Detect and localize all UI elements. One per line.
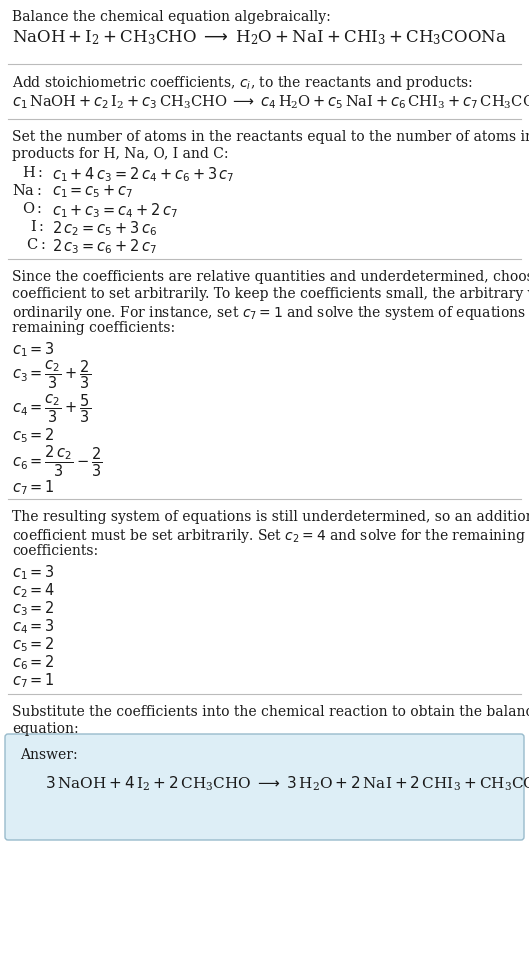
Text: $c_1 + c_3 = c_4 + 2\,c_7$: $c_1 + c_3 = c_4 + 2\,c_7$: [52, 201, 178, 219]
Text: The resulting system of equations is still underdetermined, so an additional: The resulting system of equations is sti…: [12, 510, 529, 523]
Text: $c_1 = 3$: $c_1 = 3$: [12, 562, 55, 581]
Text: $c_1 = c_5 + c_7$: $c_1 = c_5 + c_7$: [52, 183, 134, 199]
Text: $2\,c_3 = c_6 + 2\,c_7$: $2\,c_3 = c_6 + 2\,c_7$: [52, 236, 157, 255]
Text: $\mathregular{NaOH} + \mathregular{I_2} + \mathregular{CH_3CHO}\;\longrightarrow: $\mathregular{NaOH} + \mathregular{I_2} …: [12, 28, 507, 47]
Text: coefficients:: coefficients:: [12, 543, 98, 558]
Text: $\mathregular{H:}\;\;$: $\mathregular{H:}\;\;$: [22, 165, 43, 180]
Text: $c_5 = 2$: $c_5 = 2$: [12, 635, 55, 653]
Text: $c_6 = 2$: $c_6 = 2$: [12, 652, 55, 671]
Text: Set the number of atoms in the reactants equal to the number of atoms in the: Set the number of atoms in the reactants…: [12, 130, 529, 144]
Text: $c_5 = 2$: $c_5 = 2$: [12, 426, 55, 444]
Text: Since the coefficients are relative quantities and underdetermined, choose a: Since the coefficients are relative quan…: [12, 270, 529, 284]
Text: Balance the chemical equation algebraically:: Balance the chemical equation algebraica…: [12, 10, 331, 24]
Text: $c_6 = \dfrac{2\,c_2}{3} - \dfrac{2}{3}$: $c_6 = \dfrac{2\,c_2}{3} - \dfrac{2}{3}$: [12, 443, 103, 478]
Text: $c_1\,\mathregular{NaOH} + c_2\,\mathregular{I_2} + c_3\,\mathregular{CH_3CHO} \: $c_1\,\mathregular{NaOH} + c_2\,\mathreg…: [12, 92, 529, 111]
Text: $2\,c_2 = c_5 + 3\,c_6$: $2\,c_2 = c_5 + 3\,c_6$: [52, 219, 157, 237]
Text: $\mathregular{I:}\;\;\;$: $\mathregular{I:}\;\;\;$: [30, 219, 44, 233]
Text: ordinarily one. For instance, set $c_7 = 1$ and solve the system of equations fo: ordinarily one. For instance, set $c_7 =…: [12, 304, 529, 322]
Text: $c_3 = 2$: $c_3 = 2$: [12, 598, 55, 617]
Text: $c_4 = \dfrac{c_2}{3} + \dfrac{5}{3}$: $c_4 = \dfrac{c_2}{3} + \dfrac{5}{3}$: [12, 392, 91, 424]
Text: Answer:: Answer:: [20, 747, 78, 761]
Text: coefficient must be set arbitrarily. Set $c_2 = 4$ and solve for the remaining: coefficient must be set arbitrarily. Set…: [12, 526, 526, 544]
Text: $c_1 + 4\,c_3 = 2\,c_4 + c_6 + 3\,c_7$: $c_1 + 4\,c_3 = 2\,c_4 + c_6 + 3\,c_7$: [52, 165, 234, 184]
Text: $c_4 = 3$: $c_4 = 3$: [12, 617, 55, 635]
Text: $3\,\mathregular{NaOH} + 4\,\mathregular{I_2} + 2\,\mathregular{CH_3CHO} \;\long: $3\,\mathregular{NaOH} + 4\,\mathregular…: [45, 774, 529, 793]
Text: products for H, Na, O, I and C:: products for H, Na, O, I and C:: [12, 147, 229, 161]
Text: $\mathregular{C:}\;\;$: $\mathregular{C:}\;\;$: [26, 236, 45, 252]
Text: $c_7 = 1$: $c_7 = 1$: [12, 477, 55, 497]
Text: $\mathregular{O:}\;\;$: $\mathregular{O:}\;\;$: [22, 201, 42, 215]
Text: $c_1 = 3$: $c_1 = 3$: [12, 339, 55, 358]
Text: Add stoichiometric coefficients, $c_i$, to the reactants and products:: Add stoichiometric coefficients, $c_i$, …: [12, 74, 473, 91]
FancyBboxPatch shape: [5, 734, 524, 841]
Text: $c_3 = \dfrac{c_2}{3} + \dfrac{2}{3}$: $c_3 = \dfrac{c_2}{3} + \dfrac{2}{3}$: [12, 357, 91, 390]
Text: $\mathregular{Na:}\;$: $\mathregular{Na:}\;$: [12, 183, 42, 198]
Text: equation:: equation:: [12, 721, 79, 735]
Text: Substitute the coefficients into the chemical reaction to obtain the balanced: Substitute the coefficients into the che…: [12, 704, 529, 719]
Text: coefficient to set arbitrarily. To keep the coefficients small, the arbitrary va: coefficient to set arbitrarily. To keep …: [12, 287, 529, 301]
Text: remaining coefficients:: remaining coefficients:: [12, 320, 175, 335]
Text: $c_7 = 1$: $c_7 = 1$: [12, 670, 55, 689]
Text: $c_2 = 4$: $c_2 = 4$: [12, 580, 56, 599]
